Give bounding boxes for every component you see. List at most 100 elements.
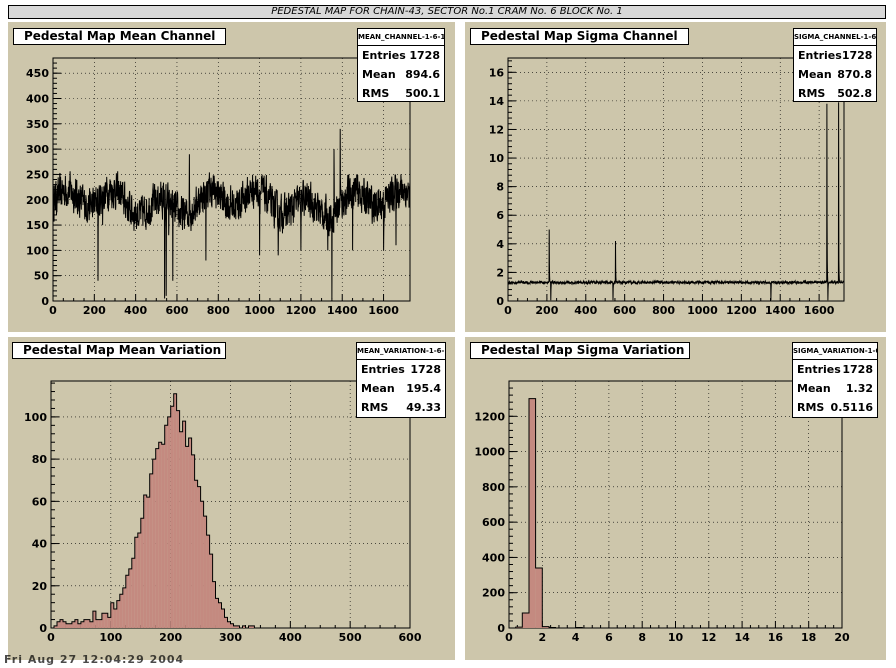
stats-entries-value: 1728 [842, 363, 873, 376]
x-tick-label: 1600 [804, 304, 835, 317]
stats-name: MEAN_CHANNEL-1-6-1 [358, 29, 444, 46]
mean-variation-title: Pedestal Map Mean Variation [12, 342, 226, 359]
histogram-bar [74, 619, 78, 628]
y-tick-label: 100 [24, 411, 47, 424]
histogram-bar [233, 625, 237, 628]
pad-sigma-variation: 0 2 4 6 8 10 12 14 16 18 20 0 200 400 600 800 1000 1200 P… [465, 337, 886, 660]
histogram-bar [522, 613, 529, 628]
histogram-bar [191, 454, 195, 628]
stats-mean-label: Mean [361, 382, 395, 395]
stats-rms-value: 49.33 [406, 401, 441, 414]
series-line [52, 128, 411, 299]
histogram-bar [143, 495, 147, 628]
y-tick-label: 1000 [474, 446, 505, 459]
y-tick-label: 80 [32, 453, 48, 466]
histogram-bar [113, 609, 117, 628]
pad-sigma-channel: 0 200 400 600 800 1000 1200 1400 1600 0 2 4 6 8 10 12 14… [465, 22, 886, 332]
histogram-bar [128, 568, 132, 628]
stats-mean-value: 894.6 [405, 68, 440, 81]
x-tick-label: 100 [99, 631, 122, 644]
stats-entries-value: 1728 [841, 49, 873, 62]
histogram-bar [83, 619, 87, 628]
y-tick-label: 200 [26, 194, 49, 207]
x-tick-label: 200 [159, 631, 182, 644]
histogram-bar [134, 537, 138, 628]
y-tick-label: 100 [26, 244, 49, 257]
histogram-bar [146, 497, 150, 628]
histogram-bar [152, 459, 156, 628]
histogram-bar [122, 587, 126, 628]
x-tick-label: 0 [504, 304, 512, 317]
histogram-bar [137, 533, 141, 628]
histogram-bar [65, 623, 69, 628]
x-tick-label: 20 [834, 631, 850, 644]
stats-rms-label: RMS [797, 401, 825, 414]
histogram-bar [209, 554, 213, 628]
histogram-bar [236, 625, 240, 628]
histogram-bar [56, 621, 60, 628]
sigma-channel-title: Pedestal Map Sigma Channel [470, 28, 689, 45]
mean-variation-plot: 0 100 200 300 400 500 600 0 20 40 60 80 100 [24, 380, 422, 644]
x-tick-label: 10 [668, 631, 684, 644]
x-tick-label: 1000 [244, 304, 275, 317]
histogram-outline [509, 398, 842, 629]
histogram-bar [230, 623, 234, 628]
x-tick-label: 600 [165, 304, 188, 317]
y-tick-label: 20 [32, 580, 48, 593]
histogram-bar [53, 625, 57, 628]
x-tick-label: 500 [339, 631, 362, 644]
y-tick-label: 300 [26, 143, 49, 156]
x-tick-label: 0 [49, 304, 57, 317]
x-tick-label: 1400 [327, 304, 358, 317]
series-line [507, 102, 845, 301]
x-tick-label: 0 [47, 631, 55, 644]
histogram-bar [173, 393, 177, 628]
x-tick-label: 8 [638, 631, 646, 644]
stats-entries-label: Entries [361, 363, 405, 376]
histogram-bar [188, 438, 192, 628]
histogram-bar [140, 518, 144, 628]
histogram-bar [221, 609, 225, 628]
x-tick-label: 800 [652, 304, 675, 317]
stats-mean-value: 870.8 [837, 68, 872, 81]
stats-mean-value: 195.4 [406, 382, 441, 395]
histogram-bar [125, 575, 129, 628]
x-tick-label: 14 [734, 631, 750, 644]
y-tick-label: 10 [489, 152, 505, 165]
histogram-bar [98, 619, 102, 628]
stats-rms-value: 0.5116 [830, 401, 873, 414]
histogram-bar [248, 625, 252, 628]
y-tick-label: 350 [26, 118, 49, 131]
histogram-bar [62, 621, 66, 628]
histogram-bar [89, 621, 93, 628]
stats-rms-value: 502.8 [837, 87, 872, 100]
sigma-variation-title: Pedestal Map Sigma Variation [470, 342, 690, 359]
histogram-bar [535, 568, 543, 628]
footer-timestamp: Fri Aug 27 12:04:29 2004 [4, 653, 185, 666]
histogram-bar [206, 535, 210, 628]
histogram-bar [182, 421, 186, 628]
stats-name: SIGMA_VARIATION-1-6-1 [793, 343, 877, 360]
histogram-bar [161, 444, 165, 628]
stats-entries-label: Entries [362, 49, 406, 62]
y-tick-label: 6 [496, 209, 504, 222]
y-tick-label: 12 [489, 123, 504, 136]
stats-rms-label: RMS [361, 401, 389, 414]
histogram-bar [77, 623, 81, 628]
histogram-bar [68, 623, 72, 628]
histogram-bar [80, 621, 84, 628]
histogram-bar [200, 501, 204, 628]
plot-frame [50, 380, 411, 629]
stats-mean-label: Mean [798, 68, 832, 81]
histogram-bar [215, 598, 219, 628]
x-tick-label: 12 [701, 631, 716, 644]
x-tick-label: 1200 [726, 304, 757, 317]
y-tick-label: 400 [482, 551, 505, 564]
histogram-bar [131, 558, 135, 628]
histogram-bar [59, 619, 63, 628]
y-tick-label: 150 [26, 219, 49, 232]
stats-entries-label: Entries [797, 363, 841, 376]
stats-rms-label: RMS [798, 87, 826, 100]
